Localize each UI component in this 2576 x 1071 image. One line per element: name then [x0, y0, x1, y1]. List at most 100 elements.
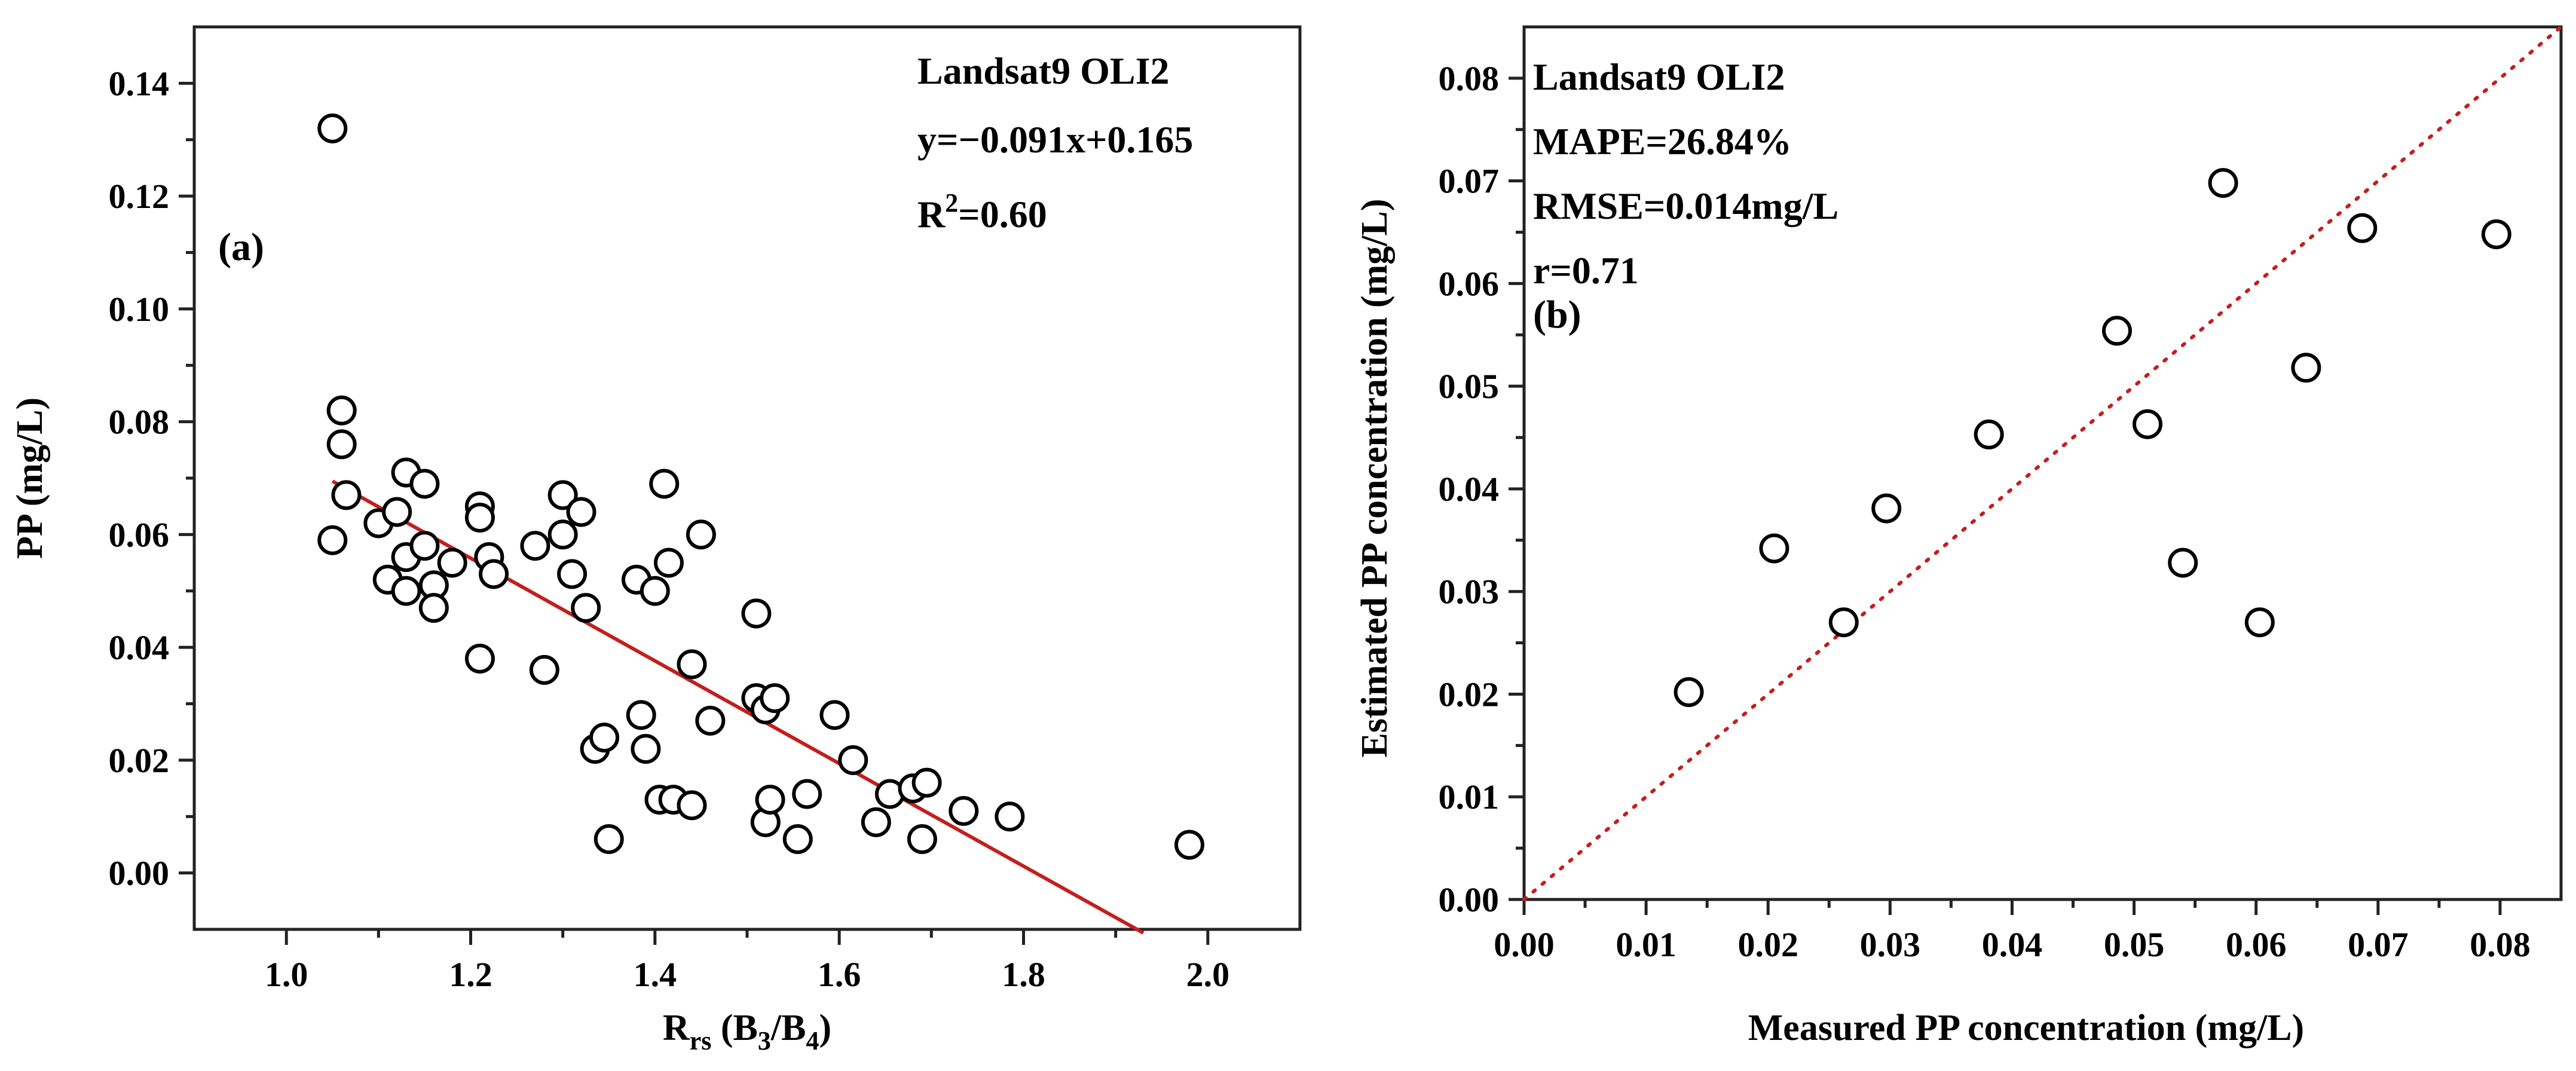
panel-b-label: (b) — [1533, 293, 1581, 336]
data-point — [792, 779, 822, 809]
panel-b-reference-line-group — [1522, 25, 2563, 901]
panel-b-correlation: r=0.71 — [1533, 249, 1639, 292]
data-point — [566, 497, 596, 527]
r2-superscript: 2 — [945, 188, 958, 218]
data-point — [2347, 213, 2378, 243]
y-tick-label: 0.10 — [109, 290, 170, 329]
data-point — [1974, 419, 2004, 449]
one-to-one-reference-line — [1522, 25, 2563, 901]
data-point — [593, 824, 624, 854]
data-point — [1174, 830, 1204, 860]
panel-b-sensor-label: Landsat9 OLI2 — [1533, 56, 1785, 98]
y-tick-label: 0.08 — [1439, 59, 1500, 98]
data-point — [760, 683, 790, 714]
data-point — [640, 576, 670, 606]
data-point — [571, 593, 601, 623]
x-tick-label: 0.00 — [1494, 925, 1555, 964]
panel-b-ticks — [1509, 76, 2502, 915]
y-tick-label: 0.12 — [109, 177, 170, 216]
data-point — [626, 700, 656, 730]
panel-a-y-axis-title: PP (mg/L) — [10, 397, 50, 559]
panel-a-points — [317, 113, 1204, 860]
y-tick-label: 0.00 — [109, 854, 170, 893]
x-title-sub-4: 4 — [806, 1026, 819, 1055]
data-point — [649, 469, 680, 499]
panel-b-y-axis-title: Estimated PP concentration (mg/L) — [1354, 198, 1395, 757]
data-point — [631, 734, 661, 764]
data-point — [755, 784, 785, 815]
x-tick-label: 0.01 — [1616, 925, 1676, 964]
y-tick-label: 0.04 — [109, 628, 170, 667]
r2-value: =0.60 — [958, 193, 1047, 235]
data-point — [1674, 677, 1704, 708]
panel-a-regression-equation: y=−0.091x+0.165 — [917, 118, 1193, 161]
panel-b-points — [1674, 168, 2511, 708]
panel-b-plot-frame — [1522, 25, 2563, 901]
x-tick-label: 1.6 — [818, 955, 861, 994]
data-point — [557, 559, 588, 589]
data-point — [2168, 547, 2198, 578]
data-point — [409, 531, 440, 561]
data-point — [418, 593, 449, 623]
x-tick-label: 1.8 — [1002, 955, 1045, 994]
y-tick-label: 0.03 — [1439, 573, 1500, 611]
x-title-sub-3: 3 — [758, 1026, 771, 1055]
data-point — [2291, 353, 2321, 383]
x-tick-label: 0.04 — [1982, 925, 2043, 964]
data-point — [695, 705, 726, 736]
panel-a-ticks — [179, 81, 1210, 945]
y-tick-label: 0.06 — [109, 515, 170, 554]
x-tick-label: 1.4 — [634, 955, 677, 994]
x-title-part1: (B — [711, 1008, 758, 1048]
x-title-sub-rs: rs — [690, 1026, 712, 1055]
panel-a: 1.0 1.2 1.4 1.6 1.8 2.0 0.00 0.02 0.04 0.06 0.08 0.… — [10, 25, 1302, 1055]
panel-a-plot-frame — [192, 25, 1302, 931]
data-point — [2208, 168, 2238, 198]
data-point — [2133, 409, 2163, 439]
data-point — [391, 576, 421, 606]
data-point — [326, 395, 357, 426]
y-tick-label: 0.08 — [109, 403, 170, 442]
data-point — [911, 767, 942, 798]
y-tick-label: 0.04 — [1439, 470, 1500, 509]
data-point — [589, 723, 620, 753]
data-point — [1828, 607, 1859, 638]
panel-b-rmse: RMSE=0.014mg/L — [1533, 185, 1838, 227]
data-point — [861, 807, 891, 837]
data-point — [782, 824, 813, 854]
data-point — [317, 113, 348, 143]
data-point — [838, 745, 868, 775]
data-point — [907, 824, 937, 854]
panel-a-r-squared: R2=0.60 — [917, 188, 1047, 235]
panel-b-tick-labels: 0.00 0.01 0.02 0.03 0.04 0.05 0.06 0.07 0.08 0.00… — [1439, 59, 2531, 964]
y-tick-label: 0.02 — [109, 741, 170, 780]
x-tick-label: 1.0 — [265, 955, 308, 994]
data-point — [995, 801, 1025, 832]
x-tick-label: 2.0 — [1186, 955, 1230, 994]
data-point — [464, 644, 495, 674]
data-point — [819, 700, 850, 730]
y-tick-label: 0.14 — [109, 64, 170, 103]
data-point — [677, 649, 707, 680]
y-tick-label: 0.01 — [1439, 778, 1500, 816]
x-title-main: R — [663, 1008, 690, 1048]
data-point — [547, 480, 578, 510]
data-point — [741, 598, 772, 629]
x-title-part3: ) — [819, 1008, 831, 1048]
panel-b: 0.00 0.01 0.02 0.03 0.04 0.05 0.06 0.07 0.08 0.00… — [1354, 25, 2563, 1048]
data-point — [479, 559, 509, 589]
y-tick-label: 0.02 — [1439, 675, 1500, 714]
panel-a-sensor-label: Landsat9 OLI2 — [917, 50, 1169, 92]
panel-a-label: (a) — [218, 225, 264, 269]
x-tick-label: 0.07 — [2348, 925, 2409, 964]
data-point — [653, 547, 684, 578]
x-tick-label: 0.05 — [2104, 925, 2165, 964]
y-tick-label: 0.07 — [1439, 162, 1500, 201]
x-tick-label: 0.02 — [1737, 925, 1798, 964]
panel-b-mape: MAPE=26.84% — [1533, 120, 1792, 163]
data-point — [2244, 607, 2275, 638]
panel-a-x-axis-title: Rrs (B3/B4) — [663, 1008, 831, 1055]
data-point — [1871, 493, 1902, 524]
panel-a-fit-line-group — [331, 479, 1145, 935]
